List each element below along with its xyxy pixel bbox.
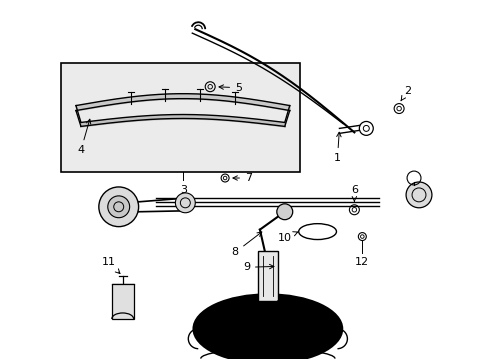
Text: 4: 4 xyxy=(77,119,91,155)
Circle shape xyxy=(99,187,138,227)
Circle shape xyxy=(107,196,129,218)
Text: 12: 12 xyxy=(355,257,368,267)
Bar xyxy=(257,251,277,301)
Circle shape xyxy=(276,204,292,220)
Text: 1: 1 xyxy=(333,132,341,163)
Text: 9: 9 xyxy=(243,262,273,272)
Bar xyxy=(61,63,299,172)
Text: 6: 6 xyxy=(350,185,357,201)
Text: 5: 5 xyxy=(219,83,242,93)
Text: 3: 3 xyxy=(180,185,186,195)
Bar xyxy=(112,284,133,319)
Ellipse shape xyxy=(193,294,342,360)
Circle shape xyxy=(175,193,195,213)
Text: 11: 11 xyxy=(102,257,120,274)
Text: 7: 7 xyxy=(232,173,252,183)
Text: 8: 8 xyxy=(231,232,261,257)
Text: 2: 2 xyxy=(400,86,410,101)
Text: 10: 10 xyxy=(277,232,297,243)
Circle shape xyxy=(405,182,431,208)
